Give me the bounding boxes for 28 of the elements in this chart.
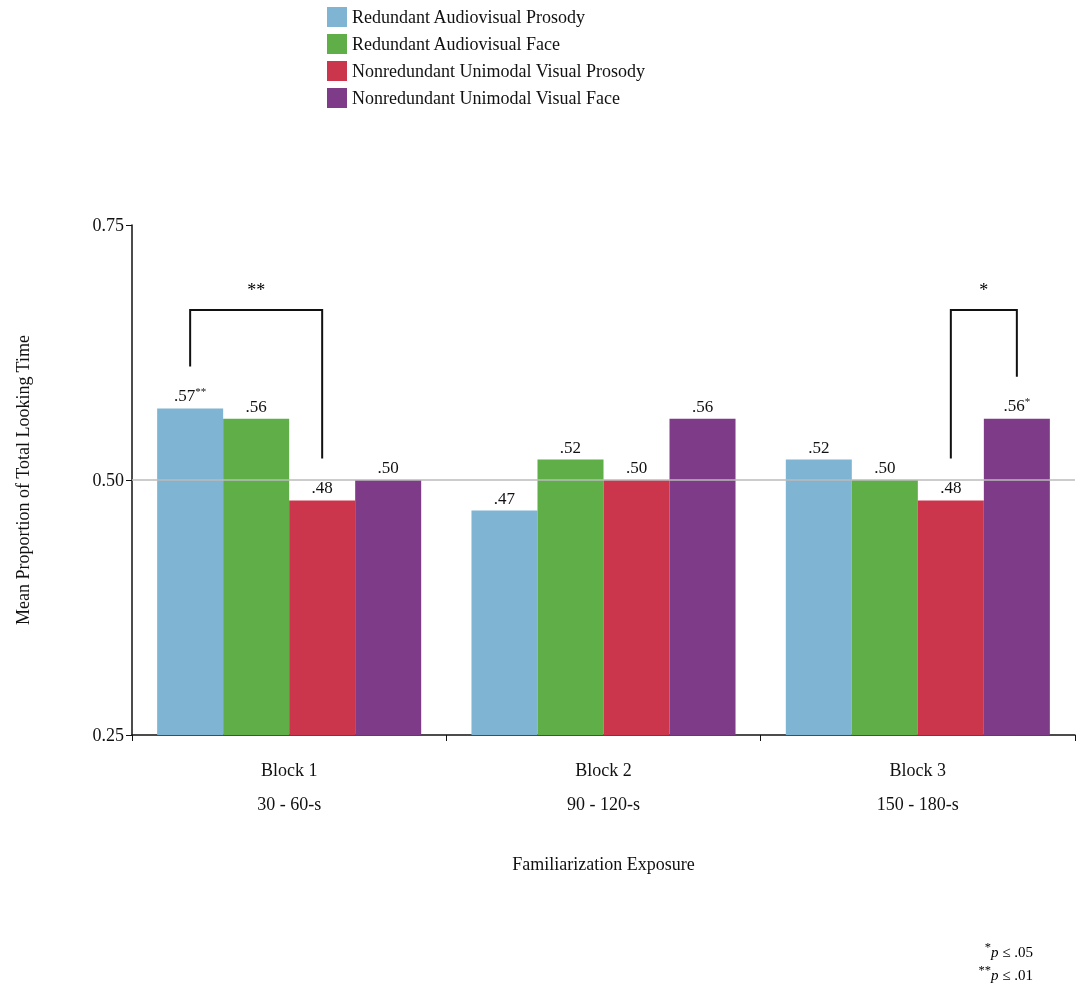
data-label: .56 (245, 396, 267, 416)
data-label: .56 (691, 396, 714, 416)
data-label: .47 (493, 488, 516, 508)
data-label: .50 (874, 458, 896, 477)
text: $^{**}$p ≤ .01 (978, 962, 1033, 984)
data-label: .52 (559, 437, 582, 457)
x-tick-label: Block 1 30 - 60-s (257, 760, 322, 814)
data-label: .56* (1003, 395, 1031, 415)
y-axis-title: Mean Proportion of Total Looking Time (13, 335, 33, 625)
data-label: .48 (311, 478, 333, 498)
y-tick-label: 0.25 (92, 725, 124, 745)
x-tick-label: Block 2 90 - 120-s (567, 760, 640, 814)
annotation: ** (247, 280, 266, 301)
data-label: .52 (808, 437, 830, 457)
legend-label: Nonredundant Unimodal Visual Face (352, 88, 621, 108)
annotation: * (979, 280, 989, 301)
data-label: .50 (377, 458, 399, 477)
data-label: .50 (625, 458, 648, 477)
x-tick-label: Block 3 150 - 180-s (876, 760, 959, 814)
x-axis-title: Familiarization Exposure (512, 854, 695, 874)
text: $^{*}$p ≤ .05 (983, 939, 1033, 961)
y-tick-label: 0.75 (92, 215, 124, 235)
legend-label: Redundant Audiovisual Prosody (352, 7, 585, 27)
legend-label: Redundant Audiovisual Face (352, 34, 560, 54)
data-label: .57** (174, 385, 207, 405)
legend-label: Nonredundant Unimodal Visual Prosody (352, 61, 646, 81)
data-label: .48 (940, 478, 962, 498)
y-tick-label: 0.50 (92, 470, 124, 490)
